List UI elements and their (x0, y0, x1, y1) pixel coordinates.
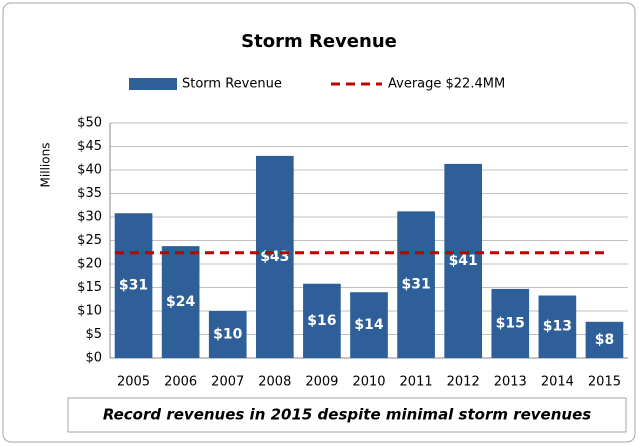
legend-label: Storm Revenue (182, 77, 282, 92)
bar (397, 211, 435, 358)
y-tick-label: $15 (77, 280, 102, 295)
bar (114, 213, 153, 358)
y-tick-label: $45 (77, 139, 102, 154)
y-tick-label: $35 (77, 186, 102, 201)
value-label: $31 (119, 278, 148, 294)
bar (585, 321, 624, 358)
value-label: $13 (543, 319, 572, 335)
bar (444, 163, 483, 358)
x-tick-label: 2009 (305, 375, 338, 390)
value-label: $41 (449, 253, 478, 269)
annotation-box (67, 397, 627, 433)
bar (303, 283, 341, 358)
x-tick-label: 2012 (447, 375, 480, 390)
y-tick-label: $30 (77, 210, 102, 225)
bar (161, 246, 200, 358)
value-label: $16 (307, 313, 336, 329)
value-label: $8 (595, 332, 614, 348)
legend-swatch (129, 78, 177, 90)
bar (350, 292, 388, 358)
y-tick-label: $20 (77, 257, 102, 272)
y-tick-label: $50 (77, 116, 102, 131)
y-tick-label: $10 (77, 304, 102, 319)
value-label: $24 (166, 294, 195, 310)
bar (208, 311, 247, 358)
y-tick-label: $25 (77, 233, 102, 248)
chart-title: Storm Revenue (241, 31, 397, 52)
y-tick-label: $40 (77, 163, 102, 178)
x-tick-label: 2005 (117, 375, 150, 390)
x-tick-label: 2007 (211, 375, 244, 390)
x-tick-label: 2014 (541, 375, 574, 390)
x-tick-label: 2011 (400, 375, 433, 390)
value-label: $10 (213, 327, 242, 343)
x-tick-label: 2006 (164, 375, 197, 390)
annotation: Record revenues in 2015 despite minimal … (103, 406, 591, 424)
legend-label: Average $22.4MM (388, 77, 505, 92)
x-tick-label: 2010 (352, 375, 385, 390)
bar (491, 288, 530, 358)
bar (255, 155, 294, 358)
value-label: $31 (401, 277, 430, 293)
value-label: $15 (496, 315, 525, 331)
y-tick-label: $5 (85, 327, 102, 342)
x-tick-label: 2008 (258, 375, 291, 390)
value-label: $14 (354, 317, 383, 333)
y-tick-label: $0 (85, 351, 102, 366)
y-axis-label: Millions (39, 143, 53, 188)
x-tick-label: 2013 (494, 375, 527, 390)
x-tick-label: 2015 (588, 375, 621, 390)
bar (538, 295, 577, 358)
